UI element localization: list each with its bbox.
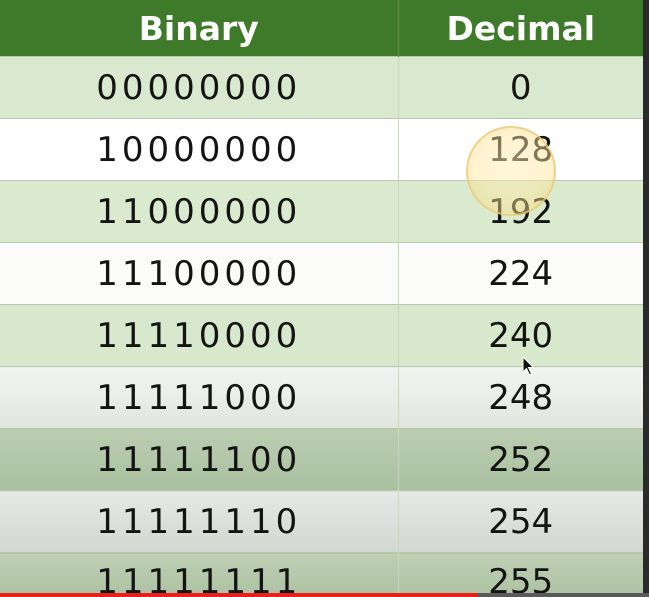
decimal-cell: 254 bbox=[398, 490, 643, 553]
decimal-cell: 128 bbox=[398, 118, 643, 181]
binary-cell: 11100000 bbox=[0, 242, 399, 305]
table-row: 11111000 248 bbox=[0, 366, 643, 429]
decimal-cell: 224 bbox=[398, 242, 643, 305]
table-row: 10000000 128 bbox=[0, 118, 643, 181]
table-row: 11100000 224 bbox=[0, 242, 643, 305]
binary-cell: 11111000 bbox=[0, 366, 399, 429]
decimal-cell: 192 bbox=[398, 180, 643, 243]
table-header-row: Binary Decimal bbox=[0, 0, 643, 57]
binary-cell: 11111111 bbox=[0, 552, 399, 597]
binary-cell: 11111110 bbox=[0, 490, 399, 553]
decimal-cell: 255 bbox=[398, 552, 643, 597]
binary-cell: 00000000 bbox=[0, 56, 399, 119]
table-row: 11111111 255 bbox=[0, 552, 643, 597]
table-row: 11000000 192 bbox=[0, 180, 643, 243]
table-row: 00000000 0 bbox=[0, 56, 643, 119]
column-header-decimal: Decimal bbox=[398, 0, 643, 57]
decimal-cell: 240 bbox=[398, 304, 643, 367]
table-row: 11111110 254 bbox=[0, 490, 643, 553]
decimal-cell: 0 bbox=[398, 56, 643, 119]
table-row: 11111100 252 bbox=[0, 428, 643, 491]
binary-cell: 10000000 bbox=[0, 118, 399, 181]
decimal-cell: 248 bbox=[398, 366, 643, 429]
frame-edge bbox=[643, 0, 649, 597]
binary-cell: 11110000 bbox=[0, 304, 399, 367]
video-progress-fill bbox=[0, 593, 477, 597]
table-row: 11110000 240 bbox=[0, 304, 643, 367]
binary-cell: 11111100 bbox=[0, 428, 399, 491]
binary-cell: 11000000 bbox=[0, 180, 399, 243]
decimal-cell: 252 bbox=[398, 428, 643, 491]
video-progress-bar[interactable] bbox=[0, 593, 649, 597]
column-header-binary: Binary bbox=[0, 0, 399, 57]
